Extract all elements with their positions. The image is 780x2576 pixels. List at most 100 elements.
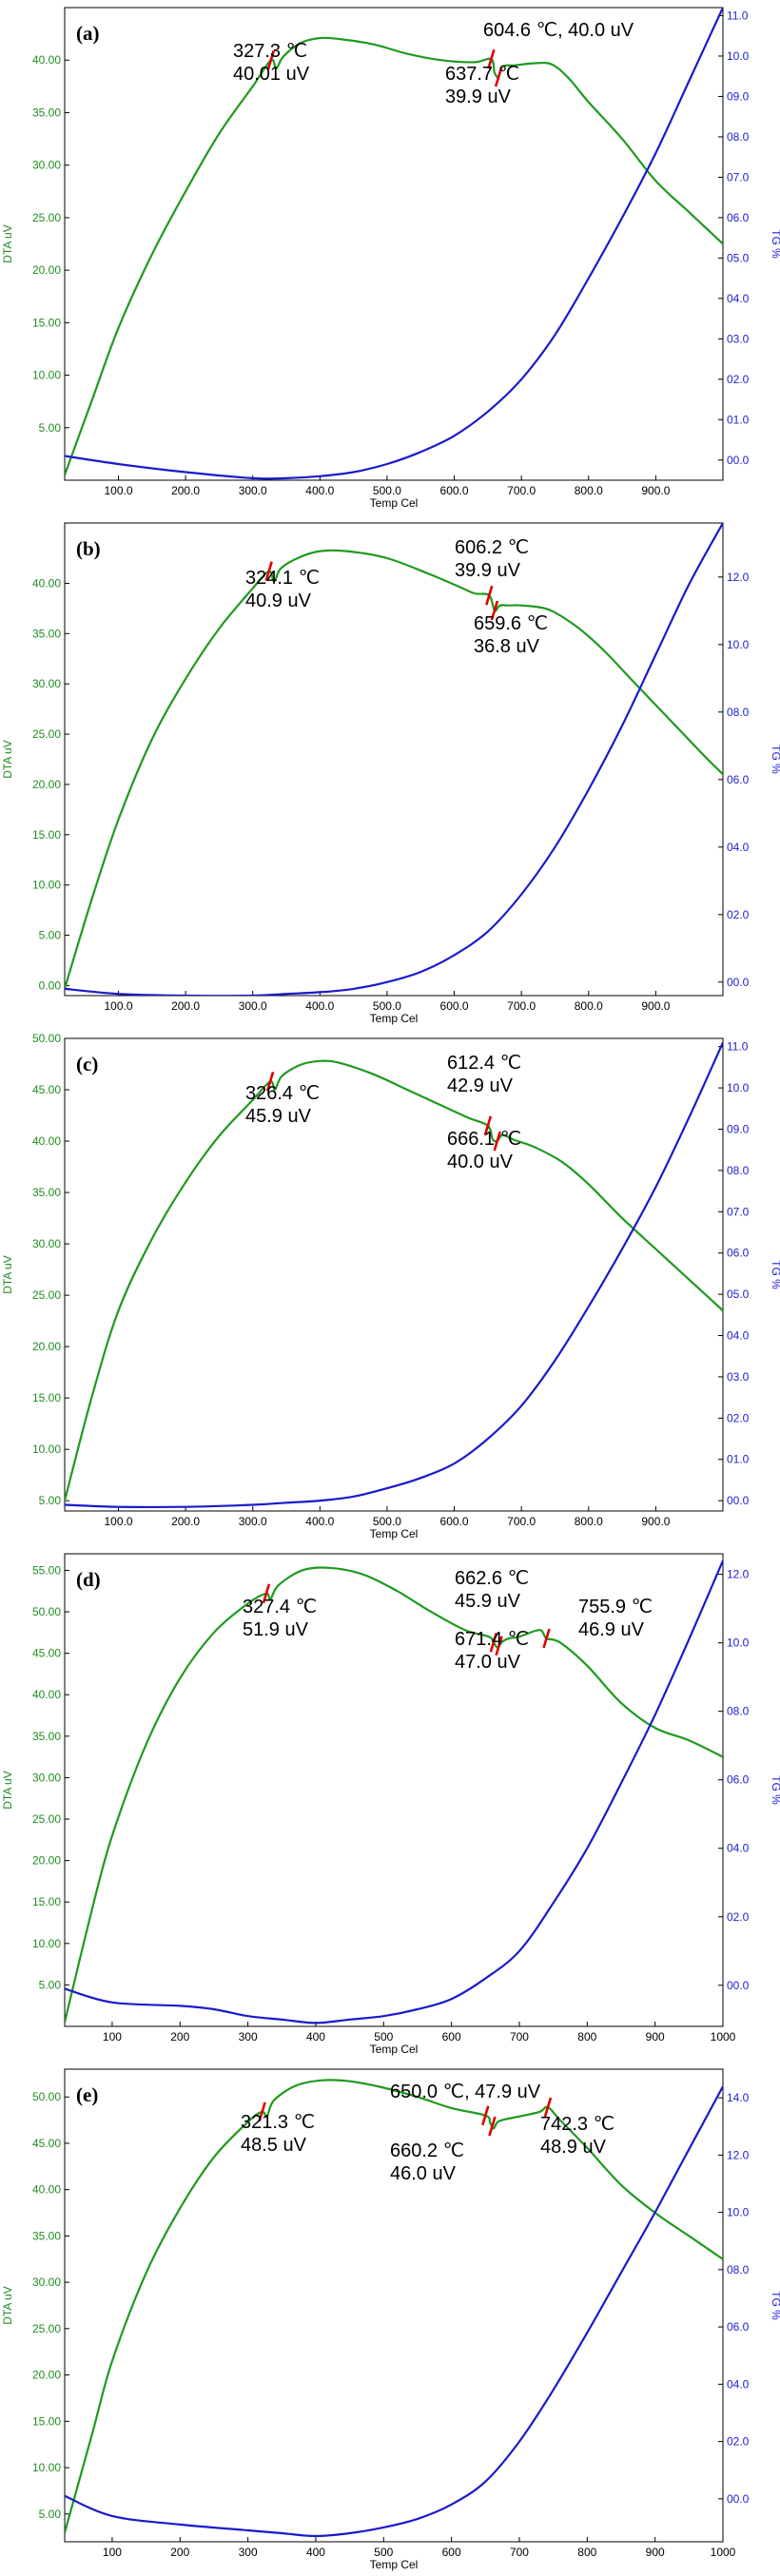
peak-annotation-c: 612.4 ℃42.9 uV: [447, 1053, 521, 1096]
left-tick-label-b: 20.00: [32, 778, 61, 791]
x-tick-label-c: 700.0: [507, 1515, 536, 1528]
annotation-line: 327.4 ℃: [243, 1597, 317, 1617]
right-tick-label-a: 08.0: [727, 130, 750, 144]
x-tick-label-d: 600: [442, 2030, 461, 2043]
annotation-line: 51.9 uV: [243, 1619, 309, 1640]
right-axis-label-a: TG %: [770, 229, 780, 259]
x-tick-label-d: 500: [374, 2030, 393, 2043]
left-tick-label-d: 50.00: [32, 1605, 61, 1618]
right-axis-label-c: TG %: [770, 1260, 780, 1289]
left-tick-label-a: 15.00: [32, 316, 61, 329]
x-tick-label-e: 700: [510, 2546, 529, 2559]
left-tick-label-b: 0.00: [39, 978, 62, 992]
x-tick-label-c: 400.0: [305, 1515, 334, 1528]
x-tick-label-b: 500.0: [373, 999, 401, 1013]
right-tick-label-b: 10.0: [727, 638, 750, 651]
chart-panel-a: 5.00 10.00 15.00 20.00 25.00 30.00 35.00 40.00 0…: [1, 7, 780, 510]
right-tick-label-d: 00.0: [727, 1979, 750, 1992]
right-tick-label-d: 12.0: [727, 1568, 750, 1581]
x-tick-label-d: 700: [510, 2030, 529, 2043]
left-tick-label-b: 40.00: [32, 576, 61, 590]
x-tick-label-c: 200.0: [171, 1515, 200, 1528]
left-tick-label-c: 40.00: [32, 1134, 61, 1148]
left-tick-label-e: 30.00: [32, 2276, 61, 2289]
right-tick-label-c: 03.0: [727, 1370, 750, 1384]
peak-annotation-d: 327.4 ℃51.9 uV: [243, 1597, 317, 1640]
left-tick-label-e: 45.00: [32, 2137, 61, 2150]
left-tick-label-e: 10.00: [32, 2461, 61, 2474]
right-tick-label-a: 09.0: [727, 89, 750, 103]
x-tick-label-a: 700.0: [507, 484, 536, 497]
peak-annotation-e: 321.3 ℃48.5 uV: [241, 2112, 315, 2156]
annotation-line: 47.0 uV: [455, 1652, 521, 1673]
left-tick-label-b: 25.00: [32, 727, 61, 741]
x-tick-label-a: 100.0: [104, 484, 132, 497]
peak-annotation-a: 327.3 ℃40.01 uV: [233, 41, 310, 85]
left-tick-label-a: 5.00: [39, 421, 62, 435]
right-tick-label-c: 07.0: [727, 1205, 750, 1218]
x-tick-label-e: 400: [306, 2546, 325, 2559]
peak-marker-a: [494, 67, 503, 87]
x-tick-label-e: 200: [170, 2546, 189, 2559]
left-tick-label-d: 5.00: [39, 1978, 62, 1991]
annotation-line: 39.9 uV: [445, 87, 512, 107]
tg-curve-c: [65, 1041, 723, 1509]
right-tick-label-a: 06.0: [727, 211, 750, 224]
right-tick-label-d: 06.0: [727, 1773, 750, 1787]
panel-label-d: (d): [76, 1568, 101, 1591]
x-tick-label-a: 300.0: [239, 484, 267, 497]
peak-annotation-c: 326.4 ℃45.9 uV: [245, 1083, 320, 1127]
right-tick-label-d: 04.0: [727, 1842, 750, 1855]
x-tick-label-e: 900: [646, 2546, 665, 2559]
x-tick-label-c: 900.0: [641, 1515, 670, 1528]
x-tick-label-b: 400.0: [305, 999, 334, 1013]
peak-annotation-d: 671.4 ℃47.0 uV: [455, 1629, 529, 1673]
right-tick-label-a: 10.0: [727, 49, 750, 63]
left-tick-label-d: 55.00: [32, 1563, 61, 1577]
peak-marker-d: [489, 1632, 498, 1653]
x-tick-label-b: 200.0: [171, 999, 200, 1013]
right-tick-label-d: 02.0: [727, 1910, 750, 1924]
right-tick-label-e: 10.0: [727, 2206, 750, 2219]
peak-annotation-d: 662.6 ℃45.9 uV: [455, 1568, 529, 1612]
chart-panel-b: 0.00 5.00 10.00 15.00 20.00 25.00 30.00 35.00 40…: [1, 522, 780, 1025]
left-tick-label-c: 10.00: [32, 1443, 61, 1456]
panel-label-a: (a): [76, 22, 100, 45]
peak-marker-e: [258, 2101, 266, 2122]
right-tick-label-c: 00.0: [727, 1494, 750, 1507]
x-tick-label-e: 1000: [711, 2546, 736, 2559]
x-tick-label-a: 800.0: [575, 484, 603, 497]
right-tick-label-c: 04.0: [727, 1329, 750, 1343]
dta-curve-d: [65, 1566, 723, 2023]
annotation-line: 48.5 uV: [241, 2135, 307, 2156]
peak-marker-d: [262, 1583, 271, 1604]
x-axis-label-a: Temp Cel: [370, 496, 419, 510]
x-tick-label-d: 100: [103, 2030, 122, 2043]
left-tick-label-e: 5.00: [39, 2508, 62, 2521]
peak-marker-c: [493, 1131, 501, 1152]
right-tick-label-c: 06.0: [727, 1247, 750, 1260]
dta-curve-a: [65, 36, 723, 475]
x-tick-label-a: 500.0: [373, 484, 401, 497]
left-tick-label-d: 35.00: [32, 1730, 61, 1743]
peak-marker-b: [490, 600, 499, 621]
right-tick-label-e: 04.0: [727, 2377, 750, 2391]
left-tick-label-a: 40.00: [32, 53, 61, 67]
right-tick-label-a: 02.0: [727, 373, 750, 386]
peak-marker-d: [542, 1628, 551, 1649]
left-tick-label-e: 40.00: [32, 2183, 61, 2197]
peak-annotation-c: 666.1 ℃40.0 uV: [447, 1129, 521, 1172]
annotation-line: 666.1 ℃: [447, 1129, 521, 1150]
right-axis-label-e: TG %: [770, 2291, 780, 2320]
left-axis-label-c: DTA uV: [1, 1255, 14, 1293]
left-tick-label-b: 10.00: [32, 879, 61, 892]
x-tick-label-e: 100: [103, 2546, 122, 2559]
dta-curve-b: [65, 549, 723, 989]
peak-annotation-b: 606.2 ℃39.9 uV: [455, 537, 529, 581]
left-axis-label-e: DTA uV: [1, 2286, 14, 2324]
tg-curve-d: [65, 1559, 723, 2024]
right-tick-label-b: 08.0: [727, 706, 750, 719]
peak-annotation-e: 742.3 ℃48.9 uV: [540, 2114, 614, 2158]
peak-marker-a: [487, 48, 496, 69]
annotation-line: 36.8 uV: [474, 636, 540, 657]
